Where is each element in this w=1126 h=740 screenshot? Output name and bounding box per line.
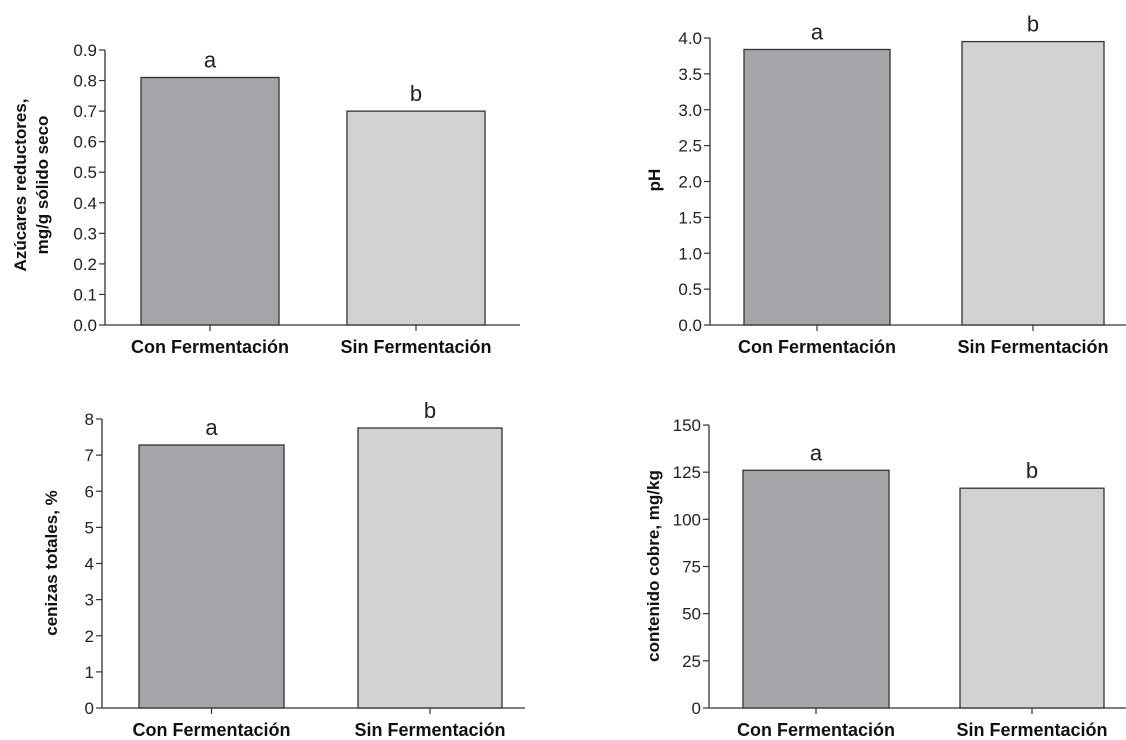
y-tick-label: 6 [85,482,94,501]
bar-sin-fermentacion [959,487,1105,709]
y-axis-label: Azúcares reductores, [11,99,30,272]
y-axis-label: mg/g sólido seco [33,116,52,255]
x-tick-label: Sin Fermentación [340,337,491,357]
y-tick-label: 0.5 [73,163,97,182]
chart-panel-3: 0 1 2 3 4 5 6 7 8 Con Fermentación a Sin Fermentaci… [42,398,525,740]
chart-panel-4: 0 25 50 75 100 125 150 Con Fermentación a Sin Fer… [644,416,1126,740]
y-tick-label: 0.1 [73,285,97,304]
bar-con-fermentacion [138,444,285,709]
y-tick-label: 0 [692,699,701,718]
bar-con-fermentacion [743,48,891,326]
y-tick-label: 0.3 [73,224,97,243]
significance-letter: a [204,48,217,73]
y-tick-label: 1.5 [678,208,702,227]
y-tick-label: 50 [682,605,701,624]
y-tick-label: 100 [673,510,701,529]
y-tick-label: 4 [85,555,94,574]
x-tick-label: Sin Fermentación [956,720,1107,740]
y-tick-label: 0.8 [73,72,97,91]
bar-sin-fermentacion [346,110,486,326]
y-tick-label: 0.6 [73,133,97,152]
y-tick-label: 3.0 [678,101,702,120]
y-tick-label: 2.5 [678,137,702,156]
y-tick-label: 8 [85,410,94,429]
x-tick-label: Con Fermentación [738,337,896,357]
y-tick-label: 0.0 [73,316,97,335]
y-tick-label: 2.0 [678,173,702,192]
y-tick-label: 3 [85,591,94,610]
x-tick-label: Con Fermentación [132,720,290,740]
significance-letter: b [410,81,422,106]
y-tick-label: 0.0 [678,316,702,335]
y-axis-label: contenido cobre, mg/kg [644,470,663,662]
y-tick-label: 0.2 [73,255,97,274]
y-tick-label: 2 [85,627,94,646]
y-tick-label: 5 [85,518,94,537]
significance-letter: b [1026,458,1038,483]
significance-letter: a [810,440,823,465]
y-tick-label: 1 [85,663,94,682]
y-tick-label: 150 [673,416,701,435]
significance-letter: b [1027,12,1039,37]
y-tick-label: 3.5 [678,65,702,84]
x-tick-label: Sin Fermentación [354,720,505,740]
significance-letter: a [205,415,218,440]
y-axis-label: pH [645,169,664,192]
significance-letter: a [811,19,824,44]
bar-sin-fermentacion [961,40,1105,326]
x-tick-label: Con Fermentación [131,337,289,357]
chart-panel-1: 0.0 0.1 0.2 0.3 0.4 0.5 0.6 0.7 0.8 0.9 Con Fermen… [11,41,520,357]
x-tick-label: Con Fermentación [737,720,895,740]
bar-con-fermentacion [140,76,280,326]
bar-con-fermentacion [742,469,890,709]
y-tick-label: 0 [85,699,94,718]
y-tick-label: 7 [85,446,94,465]
x-tick-label: Sin Fermentación [957,337,1108,357]
y-tick-label: 1.0 [678,244,702,263]
chart-panel-2: 0.0 0.5 1.0 1.5 2.0 2.5 3.0 3.5 4.0 Con Fermentac… [645,12,1126,357]
y-tick-label: 0.5 [678,280,702,299]
y-tick-label: 4.0 [678,29,702,48]
y-tick-label: 0.4 [73,194,97,213]
y-axis-label: cenizas totales, % [42,490,61,636]
bar-sin-fermentacion [357,427,503,709]
y-tick-label: 25 [682,652,701,671]
y-tick-label: 125 [673,463,701,482]
y-tick-label: 0.7 [73,102,97,121]
y-tick-label: 75 [682,558,701,577]
significance-letter: b [424,398,436,423]
y-tick-label: 0.9 [73,41,97,60]
